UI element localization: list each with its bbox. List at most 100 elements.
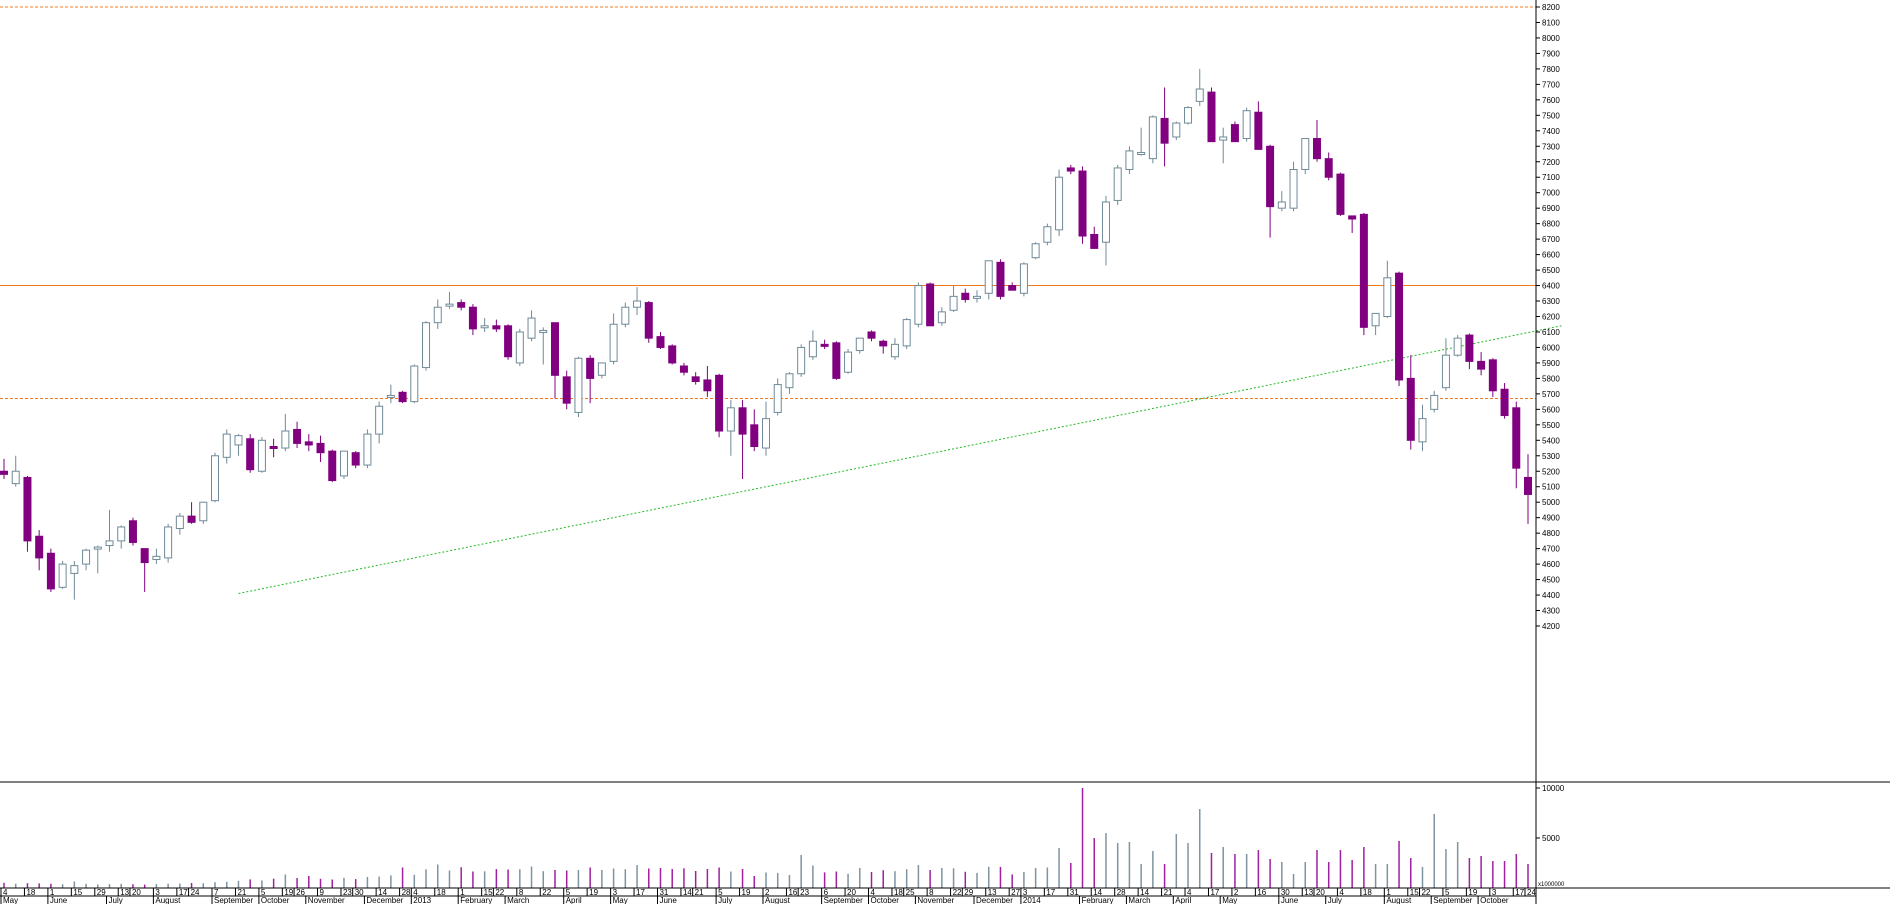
candle-up [375, 401, 384, 444]
volume-tick-label: 5000 [1542, 834, 1560, 843]
candle-body [1137, 151, 1146, 155]
candle-down [1395, 271, 1404, 387]
candle-body [1406, 377, 1415, 441]
month-tick-label: December [366, 896, 403, 904]
candle-up [82, 548, 91, 571]
candle-body [23, 476, 32, 542]
price-tick-label: 8200 [1542, 3, 1560, 12]
candle-body [1207, 91, 1216, 143]
candle-up [1125, 146, 1134, 175]
price-tick-label: 6000 [1542, 343, 1560, 352]
candle-up [1172, 121, 1181, 141]
month-tick-label: April [1175, 896, 1191, 904]
day-tick-label: 4 [871, 888, 876, 897]
candle-up [797, 344, 806, 377]
day-tick-label: 18 [437, 888, 446, 897]
candle-body [1348, 215, 1357, 220]
day-tick-label: 2 [1234, 888, 1239, 897]
candle-body [1500, 388, 1509, 417]
price-tick-label: 5400 [1542, 436, 1560, 445]
price-tick-label: 6400 [1542, 282, 1560, 291]
candle-down [269, 438, 278, 458]
candle-body [527, 317, 536, 339]
candle-down [1324, 152, 1333, 181]
price-tick-label: 5100 [1542, 483, 1560, 492]
price-tick-label: 4500 [1542, 576, 1560, 585]
volume-tick-label: 10000 [1542, 784, 1565, 793]
candle-down [0, 458, 8, 479]
candle-down [750, 409, 759, 452]
candle-down [1524, 454, 1532, 524]
candle-down [1090, 226, 1099, 249]
candle-down [715, 373, 724, 438]
day-tick-label: 29 [97, 888, 106, 897]
candle-body [1512, 407, 1521, 469]
candle-down [1477, 352, 1486, 376]
day-tick-label: 17 [1210, 888, 1219, 897]
candle-down [879, 339, 888, 354]
candle-body [1148, 116, 1157, 160]
candle-up [281, 413, 290, 452]
candle-down [1078, 166, 1087, 244]
candle-up [574, 356, 583, 418]
candle-body [187, 515, 196, 523]
price-tick-label: 4600 [1542, 560, 1560, 569]
month-tick-label: March [1128, 896, 1150, 904]
day-tick-label: 27 [1011, 888, 1020, 897]
day-tick-label: 31 [659, 888, 668, 897]
candle-up [808, 330, 817, 360]
candle-body [1008, 285, 1017, 291]
day-tick-label: 14 [683, 888, 692, 897]
candle-body [257, 439, 266, 472]
candle-body [1418, 418, 1427, 443]
day-tick-label: 19 [284, 888, 293, 897]
candle-up [1137, 127, 1146, 156]
candle-up [1418, 404, 1427, 452]
candle-down [46, 548, 55, 592]
candle-body [211, 455, 220, 502]
candle-body [398, 391, 407, 403]
candle-up [152, 548, 161, 565]
candle-up [1301, 138, 1310, 175]
candle-down [246, 434, 255, 473]
candle-body [1031, 243, 1040, 259]
candle-body [621, 306, 630, 325]
candle-body [1090, 233, 1099, 249]
candle-up [257, 437, 266, 473]
candle-up [445, 291, 454, 309]
candle-up [1113, 164, 1122, 206]
candle-down [1512, 401, 1521, 489]
candle-down [1008, 282, 1017, 291]
price-tick-label: 8000 [1542, 34, 1560, 43]
candle-body [1254, 111, 1263, 150]
day-tick-label: 31 [1070, 888, 1079, 897]
day-tick-label: 18 [1363, 888, 1372, 897]
candle-down [1348, 215, 1357, 233]
candle-down [668, 344, 677, 365]
candle-down [691, 372, 700, 385]
candle-body [175, 515, 184, 530]
candle-body [199, 501, 208, 522]
candle-down [35, 530, 44, 571]
candle-body [715, 374, 724, 432]
day-tick-label: 6 [824, 888, 829, 897]
day-tick-label: 15 [73, 888, 82, 897]
day-tick-label: 14 [378, 888, 387, 897]
candle-up [1148, 115, 1157, 164]
candle-body [949, 295, 958, 311]
candle-down [1488, 358, 1497, 397]
day-tick-label: 4 [1339, 888, 1344, 897]
month-tick-label: June [659, 896, 677, 904]
price-tick-label: 6200 [1542, 313, 1560, 322]
price-tick-label: 5700 [1542, 390, 1560, 399]
candle-body [844, 351, 853, 373]
candle-body [375, 405, 384, 435]
candle-body [1277, 201, 1286, 209]
month-tick-label: September [1433, 896, 1472, 904]
candle-down [703, 366, 712, 397]
candle-down [398, 390, 407, 404]
candle-body [691, 376, 700, 382]
candle-body [117, 526, 126, 542]
day-tick-label: 3 [1492, 888, 1497, 897]
